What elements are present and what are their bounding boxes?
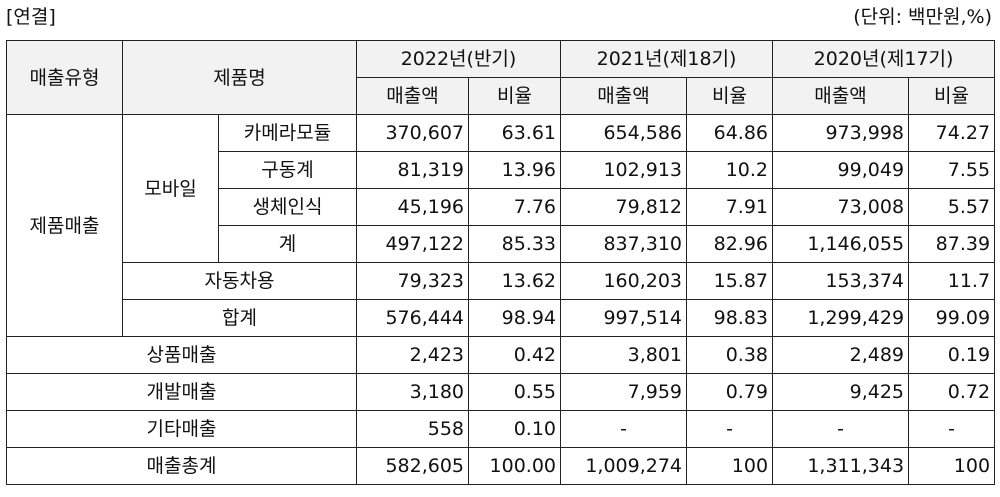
header-sales: 매출액 (772, 77, 910, 115)
table-row: 기타매출 558 0.10 - - - - (5, 410, 996, 448)
cell-2022-sales: 497,122 (356, 225, 470, 263)
cell-2022-ratio: 0.55 (468, 373, 562, 411)
row-label: 생체인식 (217, 188, 358, 226)
cell-2020-ratio: 11.7 (908, 262, 996, 300)
cell-2021-ratio: 0.79 (686, 373, 774, 411)
cell-2020-ratio: 74.27 (908, 114, 996, 152)
cell-2020-sales: 2,489 (772, 336, 910, 374)
cell-2022-ratio: 7.76 (468, 188, 562, 226)
cell-2022-sales: 3,180 (356, 373, 470, 411)
cell-2020-sales: 99,049 (772, 151, 910, 189)
row-label: 구동계 (217, 151, 358, 189)
cell-2021-sales: - (560, 410, 688, 448)
header-sales: 매출액 (356, 77, 470, 115)
cell-2020-ratio: 0.19 (908, 336, 996, 374)
cell-2020-sales: 73,008 (772, 188, 910, 226)
cell-2022-sales: 370,607 (356, 114, 470, 152)
group-mobile: 모바일 (122, 114, 219, 263)
table-row: 개발매출 3,180 0.55 7,959 0.79 9,425 0.72 (5, 373, 996, 411)
cell-2021-ratio: 10.2 (686, 151, 774, 189)
header-period-2022: 2022년(반기) (356, 40, 562, 78)
cell-2020-ratio: 0.72 (908, 373, 996, 411)
cell-2020-sales: 973,998 (772, 114, 910, 152)
header-ratio: 비율 (908, 77, 996, 115)
header-product-name: 제품명 (121, 40, 358, 115)
group-product-sales: 제품매출 (6, 114, 123, 337)
table-row: 합계 576,444 98.94 997,514 98.83 1,299,429… (7, 299, 996, 337)
cell-2020-ratio: 99.09 (908, 299, 996, 337)
cell-2022-sales: 2,423 (356, 336, 470, 374)
cell-2021-ratio: 98.83 (686, 299, 774, 337)
header-sales: 매출액 (560, 77, 688, 115)
sales-table: 매출유형 제품명 2022년(반기) 2021년(제18기) 2020년(제17… (5, 40, 996, 485)
row-label: 계 (217, 225, 358, 263)
cell-2021-ratio: 64.86 (686, 114, 774, 152)
table-row: 매출총계 582,605 100.00 1,009,274 100 1,311,… (5, 447, 996, 485)
row-label: 자동차용 (121, 262, 358, 300)
cell-2020-ratio: - (908, 410, 996, 448)
consolidated-caption: [연결] (6, 6, 56, 28)
cell-2022-ratio: 13.62 (468, 262, 562, 300)
cell-2021-sales: 79,812 (560, 188, 688, 226)
row-label: 상품매출 (5, 336, 358, 374)
cell-2021-sales: 7,959 (560, 373, 688, 411)
header-row-1: 매출유형 제품명 2022년(반기) 2021년(제18기) 2020년(제17… (6, 40, 996, 115)
cell-2022-sales: 79,323 (356, 262, 470, 300)
cell-2021-sales: 997,514 (560, 299, 688, 337)
header-period-2021: 2021년(제18기) (560, 40, 774, 78)
table-row: 계 497,122 85.33 837,310 82.96 1,146,055 … (7, 225, 996, 263)
row-label: 기타매출 (5, 410, 358, 448)
cell-2020-sales: 1,311,343 (772, 447, 910, 485)
cell-2020-sales: 153,374 (772, 262, 910, 300)
cell-2022-ratio: 0.10 (468, 410, 562, 448)
cell-2020-sales: 1,299,429 (772, 299, 910, 337)
cell-2021-ratio: 7.91 (686, 188, 774, 226)
cell-2020-sales: - (772, 410, 910, 448)
row-label: 매출총계 (5, 447, 358, 485)
table-row: 자동차용 79,323 13.62 160,203 15.87 153,374 … (7, 262, 996, 300)
cell-2021-sales: 3,801 (560, 336, 688, 374)
cell-2022-ratio: 0.42 (468, 336, 562, 374)
cell-2021-sales: 102,913 (560, 151, 688, 189)
header-period-2020: 2020년(제17기) (772, 40, 996, 78)
row-label: 합계 (121, 299, 358, 337)
cell-2021-ratio: 15.87 (686, 262, 774, 300)
cell-2020-sales: 1,146,055 (772, 225, 910, 263)
cell-2021-ratio: 82.96 (686, 225, 774, 263)
unit-caption: (단위: 백만원,%) (853, 6, 992, 28)
cell-2020-sales: 9,425 (772, 373, 910, 411)
row-label: 카메라모듈 (217, 114, 358, 152)
cell-2022-ratio: 63.61 (468, 114, 562, 152)
cell-2021-sales: 1,009,274 (560, 447, 688, 485)
cell-2020-ratio: 87.39 (908, 225, 996, 263)
cell-2021-ratio: 0.38 (686, 336, 774, 374)
table-row: 제품매출 모바일 카메라모듈 370,607 63.61 654,586 64.… (6, 114, 996, 337)
table-row: 생체인식 45,196 7.76 79,812 7.91 73,008 5.57 (7, 188, 996, 226)
cell-2022-ratio: 100.00 (468, 447, 562, 485)
cell-2020-ratio: 100 (908, 447, 996, 485)
header-row-2: 매출액 비율 매출액 비율 매출액 비율 (7, 77, 996, 115)
cell-2022-sales: 582,605 (356, 447, 470, 485)
cell-2020-ratio: 7.55 (908, 151, 996, 189)
cell-2021-ratio: - (686, 410, 774, 448)
cell-2021-ratio: 100 (686, 447, 774, 485)
cell-2022-sales: 81,319 (356, 151, 470, 189)
header-sales-type: 매출유형 (6, 40, 123, 115)
cell-2022-ratio: 13.96 (468, 151, 562, 189)
cell-2022-sales: 45,196 (356, 188, 470, 226)
cell-2020-ratio: 5.57 (908, 188, 996, 226)
cell-2021-sales: 654,586 (560, 114, 688, 152)
header-ratio: 비율 (686, 77, 774, 115)
cell-2021-sales: 837,310 (560, 225, 688, 263)
cell-2021-sales: 160,203 (560, 262, 688, 300)
row-label: 개발매출 (5, 373, 358, 411)
header-ratio: 비율 (468, 77, 562, 115)
cell-2022-sales: 558 (356, 410, 470, 448)
cell-2022-ratio: 98.94 (468, 299, 562, 337)
table-row: 상품매출 2,423 0.42 3,801 0.38 2,489 0.19 (5, 336, 996, 374)
cell-2022-ratio: 85.33 (468, 225, 562, 263)
cell-2022-sales: 576,444 (356, 299, 470, 337)
table-row: 구동계 81,319 13.96 102,913 10.2 99,049 7.5… (7, 151, 996, 189)
